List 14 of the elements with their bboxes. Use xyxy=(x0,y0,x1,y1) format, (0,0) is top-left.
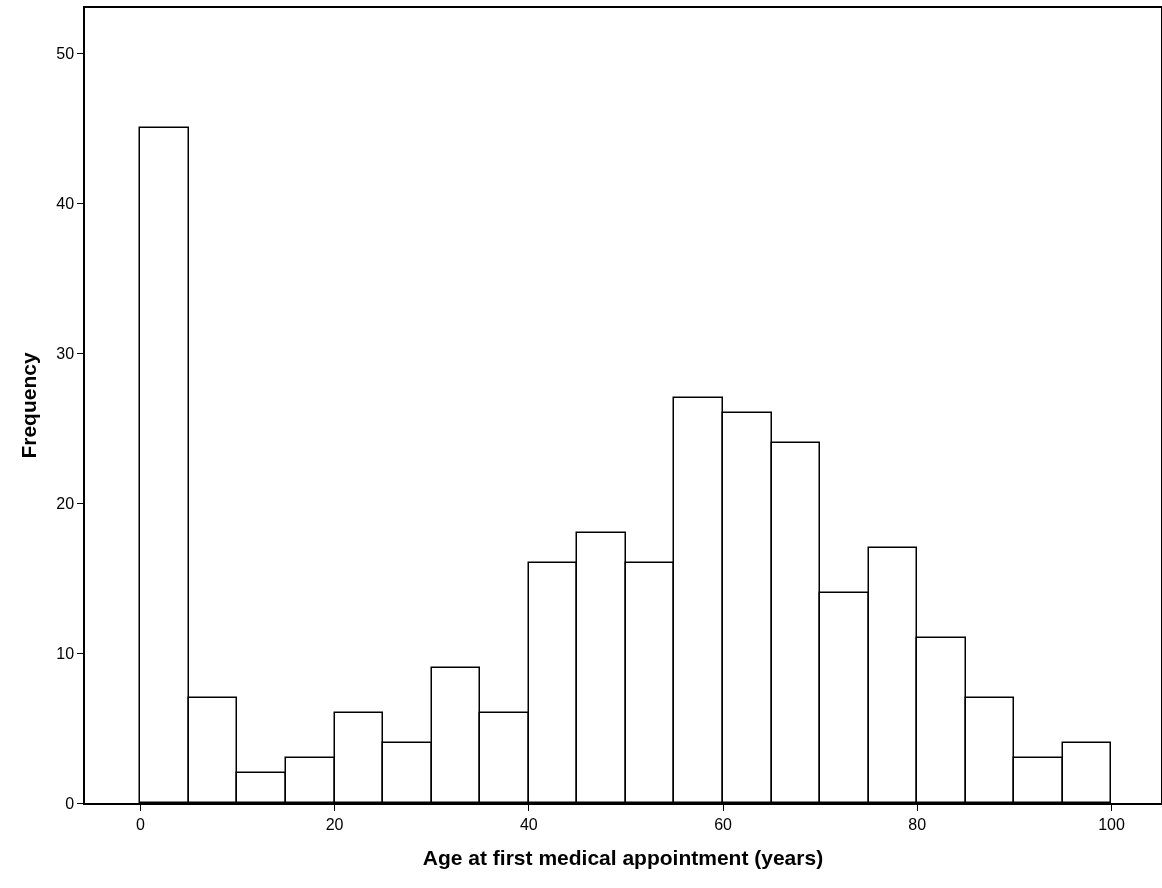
y-axis-title: Frequency xyxy=(16,352,40,459)
y-tick-label: 30 xyxy=(56,344,75,362)
y-tick-label: 0 xyxy=(65,794,75,812)
y-tick-label: 50 xyxy=(56,44,75,62)
x-tick-label: 100 xyxy=(1098,815,1125,833)
x-tick-label: 60 xyxy=(714,815,733,833)
y-tick-label: 20 xyxy=(56,494,75,512)
x-tick-label: 40 xyxy=(519,815,538,833)
x-axis-title: Age at first medical appointment (years) xyxy=(422,845,824,869)
x-tick-label: 80 xyxy=(908,815,927,833)
x-tick-label: 20 xyxy=(325,815,344,833)
y-tick-label: 10 xyxy=(56,644,75,662)
y-tick-label: 40 xyxy=(56,194,75,212)
x-tick-label: 0 xyxy=(135,815,145,833)
